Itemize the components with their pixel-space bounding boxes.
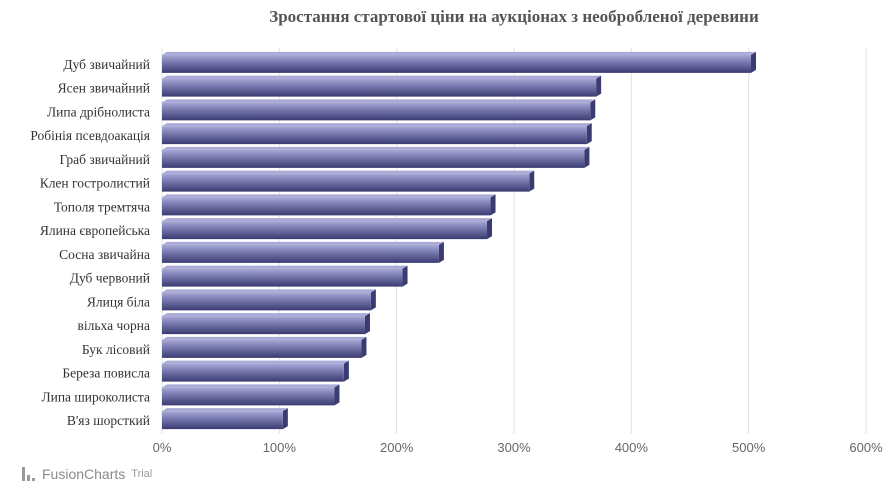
x-axis-ticks: 0% 100% 200% 300% 400% 500% 600% (153, 440, 883, 455)
bar-top (162, 146, 590, 150)
x-tick-label: 600% (849, 440, 883, 455)
category-label: В'яз шорсткий (67, 413, 150, 428)
bar-side (596, 75, 602, 97)
category-label: Дуб звичайний (63, 57, 150, 72)
bar-side (361, 336, 367, 358)
chart-title: Зростання стартової ціни на аукціонах з … (269, 7, 759, 26)
bar-side (751, 51, 757, 73)
category-label: Бук лісовий (82, 342, 150, 357)
bar-front (162, 411, 283, 430)
x-tick-label: 500% (732, 440, 766, 455)
bar (162, 146, 590, 168)
fusioncharts-logo-icon (22, 467, 36, 481)
bar-side (343, 360, 349, 382)
bar (162, 289, 376, 311)
bar-front (162, 78, 597, 97)
bar-front (162, 268, 403, 287)
bar-side (364, 313, 370, 335)
category-label: Липа широколиста (41, 389, 150, 404)
bar (162, 99, 596, 121)
bar-side (334, 384, 340, 406)
bar-front (162, 339, 362, 358)
bar-top (162, 218, 493, 222)
category-label: Дуб червоний (70, 271, 150, 286)
category-label: Береза повисла (62, 366, 150, 381)
category-label: Граб звичайний (59, 152, 150, 167)
bar (162, 360, 349, 382)
bar (162, 241, 444, 263)
bar-top (162, 408, 288, 412)
category-label: Липа дрібнолиста (47, 104, 150, 119)
bar-side (438, 241, 444, 263)
bar-top (162, 170, 535, 174)
category-label: Ялиця біла (87, 294, 150, 309)
bar-front (162, 363, 344, 382)
x-tick-label: 200% (380, 440, 414, 455)
bar-side (487, 218, 493, 240)
bar (162, 408, 288, 430)
bar-front (162, 173, 530, 192)
bar-top (162, 313, 370, 317)
bar (162, 170, 535, 192)
category-label: Тополя тремтяча (54, 199, 150, 214)
bar-side (282, 408, 288, 430)
bars (162, 51, 757, 430)
bar-top (162, 51, 757, 55)
bar (162, 51, 757, 73)
bar-front (162, 197, 491, 216)
category-label: Ялина європейська (40, 223, 150, 238)
bar-side (586, 123, 592, 145)
bar-top (162, 194, 496, 198)
bar-front (162, 292, 371, 311)
category-label: Сосна звичайна (59, 247, 150, 262)
category-label: Клен гостролистий (40, 176, 150, 191)
bar-top (162, 336, 367, 340)
bar-front (162, 316, 365, 335)
x-tick-label: 300% (497, 440, 531, 455)
bar-side (529, 170, 535, 192)
bar (162, 218, 493, 240)
x-tick-label: 400% (615, 440, 649, 455)
bar-front (162, 102, 591, 121)
bar-side (402, 265, 408, 287)
bar-top (162, 99, 596, 103)
bar-front (162, 244, 439, 263)
bar-top (162, 75, 602, 79)
category-label: Ясен звичайний (58, 81, 150, 96)
bar-side (490, 194, 496, 216)
bar-front (162, 387, 335, 406)
watermark: FusionCharts Trial (22, 466, 152, 482)
bar-top (162, 123, 592, 127)
x-tick-label: 0% (153, 440, 172, 455)
x-tick-label: 100% (263, 440, 297, 455)
bar (162, 75, 602, 97)
bar (162, 265, 408, 287)
bar (162, 313, 370, 335)
bar (162, 384, 340, 406)
category-labels: Дуб звичайний Ясен звичайний Липа дрібноли… (30, 57, 150, 428)
category-label: Робінія псевдоакація (30, 128, 150, 143)
watermark-brand: FusionCharts (42, 466, 126, 482)
bar (162, 194, 496, 216)
bar-side (590, 99, 596, 121)
bar-side (370, 289, 376, 311)
bar-side (584, 146, 590, 168)
bar-top (162, 265, 408, 269)
bar-front (162, 126, 587, 145)
bar-top (162, 384, 340, 388)
bar-front (162, 221, 488, 240)
bar (162, 123, 592, 145)
bar-front (162, 54, 752, 73)
category-label: вільха чорна (78, 318, 150, 333)
bar (162, 336, 367, 358)
watermark-trial: Trial (131, 468, 153, 480)
bar-top (162, 241, 444, 245)
bar-top (162, 360, 349, 364)
bar-front (162, 149, 585, 168)
bar-top (162, 289, 376, 293)
